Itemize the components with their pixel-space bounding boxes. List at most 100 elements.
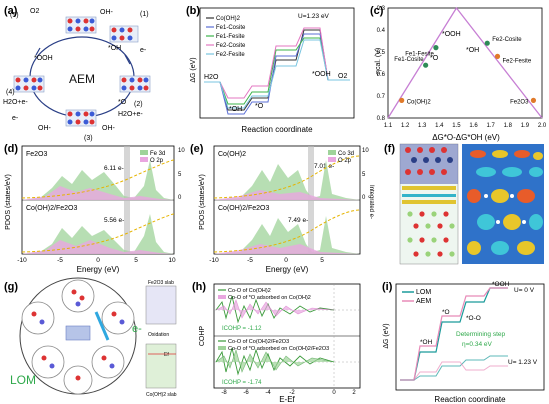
electron-count: 7.01 e-	[314, 163, 334, 170]
legend-swatch	[218, 346, 226, 350]
species-label: OH-	[100, 9, 114, 16]
icohp-value: ICOHP = -1.74	[222, 380, 262, 386]
molecule-sketch	[31, 289, 125, 381]
state-label: H2O	[204, 74, 219, 81]
y-axis-label: ΔG (eV)	[190, 57, 197, 82]
potential-annotation: U= 0 V	[514, 287, 535, 294]
legend-entry: O 2p	[150, 158, 164, 164]
x-axis-label: Energy (eV)	[266, 265, 309, 274]
x-tick: -4	[265, 390, 271, 396]
step-label: (2)	[134, 101, 143, 108]
dos-fill	[214, 216, 360, 254]
crystal-slab	[65, 16, 97, 34]
integrated-curve	[213, 209, 361, 253]
panel-e-letter: (e)	[190, 143, 204, 155]
band-block	[145, 343, 177, 389]
data-point	[433, 45, 439, 51]
panel-c-letter: (c)	[370, 5, 384, 17]
plot-frame	[395, 283, 545, 391]
series-line-aem	[400, 287, 508, 381]
annotation: *O	[430, 55, 439, 62]
x-tick: 0	[96, 257, 100, 264]
dos-fill	[22, 186, 174, 200]
data-point	[484, 40, 490, 46]
x-axis-label: Reaction coordinate	[434, 395, 506, 404]
legend-entry: Co-O of Co(OH)2/Fe2O3	[228, 339, 289, 345]
legend: Co(OH)2 Fe1-Cosite Fe1-Fesite Fe2-Cosite…	[206, 16, 246, 58]
subplot-title: Co(OH)2/Fe2O3	[218, 205, 269, 212]
x-axis-label: Energy (eV)	[77, 265, 120, 274]
right-tick: 5	[362, 172, 366, 178]
x-axis-label: E-Ef	[279, 395, 295, 404]
x-tick: 1.6	[469, 123, 478, 129]
band-block	[145, 285, 177, 325]
species-label: O2	[30, 8, 39, 15]
legend-entry: O 2p	[338, 158, 352, 164]
dos-fill	[214, 160, 360, 200]
data-point	[530, 97, 537, 103]
legend-entry: AEM	[416, 298, 431, 305]
panel-i-letter: (i)	[382, 281, 393, 293]
intermediate-bubble	[61, 279, 95, 313]
x-tick: 5	[320, 257, 324, 264]
panel-b-letter: (b)	[186, 5, 200, 17]
electron-count: 6.11 e-	[104, 165, 124, 172]
data-point-label: Fe1-Fesite	[405, 52, 434, 58]
x-tick: 1.9	[521, 123, 530, 129]
annotation: *OH	[466, 47, 479, 54]
cycle-arrow	[35, 47, 41, 56]
y-tick: 0.5	[377, 50, 386, 56]
species-label: *OH	[108, 45, 121, 52]
state-label: *O	[442, 309, 450, 316]
step-label: (3)	[84, 135, 93, 142]
panel-f: (f)	[384, 143, 544, 265]
legend-entry: Co-O of *O adsorbed on Co(OH)2/Fe2O3	[228, 346, 329, 352]
x-tick: 1.5	[452, 123, 461, 129]
right-tick: 0	[178, 195, 182, 201]
panel-b: (b) ΔG (eV) Reaction coordinate U=1.23 e…	[186, 5, 355, 134]
dos-fill	[22, 240, 174, 254]
legend-entry: Co-O of Co(OH)2	[228, 288, 271, 294]
x-tick: -5	[247, 257, 253, 264]
electron-label: e-	[132, 323, 142, 335]
state-label: *O-O	[466, 315, 481, 322]
x-tick-group: 1.1 1.2 1.3 1.4 1.5 1.6 1.7 1.8 1.9 2.0	[384, 123, 547, 129]
data-point	[423, 62, 429, 68]
legend-swatch	[218, 295, 226, 299]
x-tick: 1.2	[401, 123, 410, 129]
potential-annotation: U=1.23 eV	[298, 13, 330, 20]
series-line-lom-u123	[400, 355, 508, 381]
y-tick: 0.3	[377, 6, 386, 12]
right-tick: 5	[178, 172, 182, 178]
crystal-slab	[119, 75, 151, 93]
subplot-title: Co(OH)2/Fe2O3	[26, 205, 77, 212]
annotation: *OOH	[442, 31, 461, 38]
x-tick: 1.3	[418, 123, 427, 129]
x-tick: 1.8	[504, 123, 513, 129]
x-tick: 2	[352, 390, 356, 396]
legend-entry: Co-O of *O adsorbed on Co(OH)2	[228, 295, 311, 301]
integrated-curve	[21, 159, 175, 199]
species-label: OH-	[38, 125, 52, 132]
x-tick: -6	[243, 390, 249, 396]
intermediate-bubble	[21, 301, 55, 335]
panel-a: (a) AEM O2	[3, 5, 151, 142]
state-label: *O	[255, 103, 264, 110]
cycle-arrow	[124, 54, 131, 65]
x-tick: -10	[209, 257, 219, 264]
legend-entry: Fe1-Fesite	[216, 34, 245, 40]
panel-h: (h) COHP E-Ef Co-O of Co(OH)2 Co-O of *O…	[192, 281, 361, 404]
species-label: H2O+e-	[118, 111, 143, 118]
species-label: H2O+e-	[3, 99, 28, 106]
icohp-value: ICOHP = -1.12	[222, 326, 262, 332]
x-tick: -10	[17, 257, 27, 264]
legend-swatch	[328, 150, 336, 155]
panel-i: (i) ΔG (eV) Reaction coordinate LOM AEM …	[382, 281, 545, 404]
legend-entry: Co(OH)2	[216, 16, 241, 22]
cohp-line	[215, 295, 335, 324]
legend-swatch	[140, 150, 148, 155]
integrated-curve	[21, 213, 175, 253]
legend-swatch	[140, 157, 148, 162]
legend-entry: Co 3d	[338, 151, 354, 157]
